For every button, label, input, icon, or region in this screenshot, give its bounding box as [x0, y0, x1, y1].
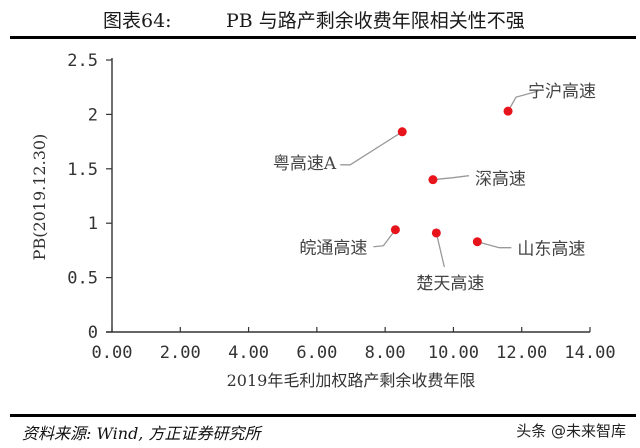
top-rule — [10, 36, 636, 39]
data-point — [428, 175, 438, 185]
x-tick-label: 14.00 — [564, 343, 615, 363]
data-point — [472, 237, 482, 247]
point-label: 山东高速 — [517, 240, 585, 260]
leader-lines — [340, 90, 539, 268]
y-axis-label: PB(2019.12.30) — [30, 134, 49, 261]
watermark: 头条 @未来智库 — [516, 422, 626, 440]
y-tick-label: 1 — [88, 214, 98, 234]
y-tick-label: 0 — [88, 323, 98, 343]
x-tick-label: 8.00 — [365, 343, 406, 363]
figure-caption: PB 与路产剩余收费年限相关性不强 — [226, 10, 525, 32]
leader-line — [373, 229, 396, 248]
bottom-rule — [10, 414, 636, 417]
x-tick-label: 0.00 — [92, 343, 133, 363]
data-point — [431, 228, 441, 238]
data-points — [390, 106, 513, 247]
leader-line — [507, 90, 539, 112]
point-label: 深高速 — [475, 170, 526, 190]
point-label: 皖通高速 — [299, 239, 367, 259]
leader-line — [435, 232, 445, 268]
y-tick-label: 1.5 — [67, 160, 98, 180]
leader-line — [432, 175, 470, 181]
x-tick-label: 12.00 — [496, 343, 547, 363]
figure-number: 图表64: — [103, 10, 172, 32]
x-axis-label: 2019年毛利加权路产剩余收费年限 — [227, 371, 476, 390]
data-point — [503, 106, 513, 116]
x-tick-label: 10.00 — [428, 343, 479, 363]
leader-line — [340, 131, 403, 166]
axis-ticks: 0.00 2.00 4.00 6.00 8.00 10.00 12.00 14.00 0 0.5 1… — [67, 51, 615, 363]
x-tick-label: 2.00 — [160, 343, 201, 363]
x-tick-label: 6.00 — [296, 343, 337, 363]
x-tick-label: 4.00 — [228, 343, 269, 363]
y-tick-label: 0.5 — [67, 269, 98, 289]
y-tick-label: 2.5 — [67, 51, 98, 71]
data-point — [397, 127, 407, 137]
point-label: 楚天高速 — [416, 274, 484, 294]
leader-line — [477, 241, 512, 249]
axes — [106, 58, 590, 333]
point-label: 宁沪高速 — [528, 82, 596, 102]
point-label: 粤高速A — [273, 154, 337, 174]
figure-title: 图表64: PB 与路产剩余收费年限相关性不强 — [0, 6, 640, 32]
y-tick-label: 2 — [88, 105, 98, 125]
data-point — [390, 225, 400, 235]
source-note: 资料来源: Wind, 方正证券研究所 — [22, 424, 261, 443]
